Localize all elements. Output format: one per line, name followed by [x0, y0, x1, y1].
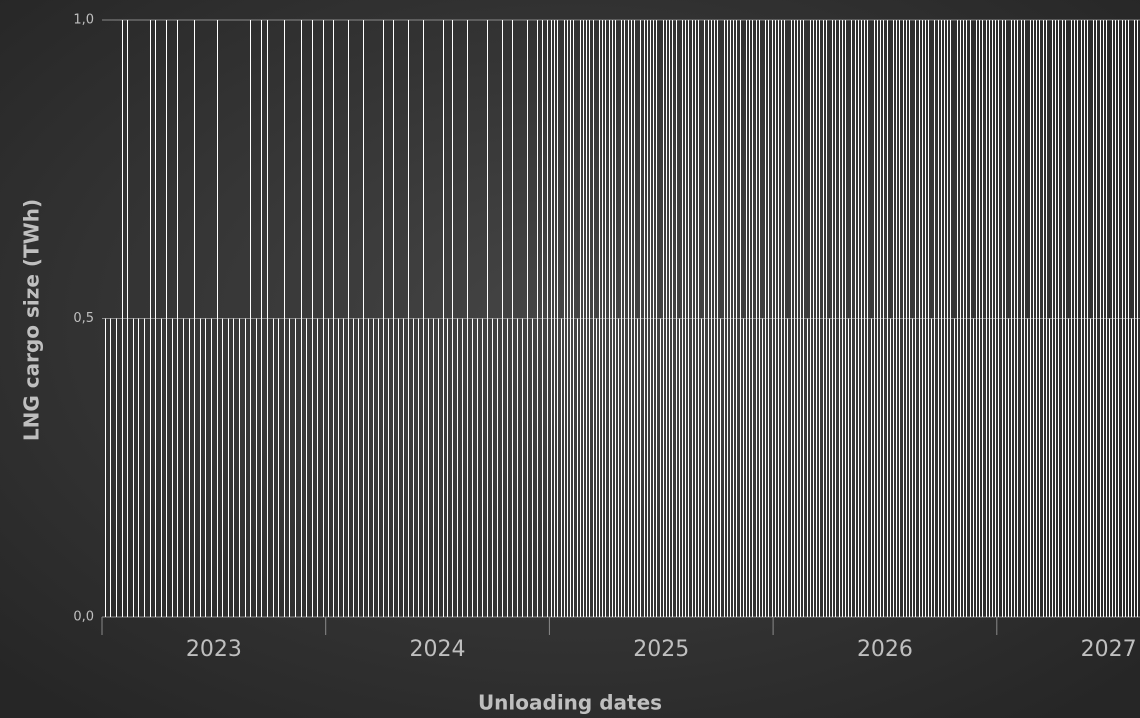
- x-tick-label: 2027: [1081, 637, 1137, 662]
- y-tick-label: 0,0: [73, 610, 94, 625]
- x-axis-title: Unloading dates: [478, 691, 662, 715]
- x-tick-label: 2024: [410, 637, 466, 662]
- y-axis-title: LNG cargo size (TWh): [20, 199, 44, 441]
- x-tick-label: 2026: [857, 637, 913, 662]
- y-tick-label: 0,5: [73, 311, 94, 326]
- x-tick-label: 2023: [186, 637, 242, 662]
- x-tick-label: 2025: [633, 637, 689, 662]
- y-tick-label: 1,0: [73, 13, 94, 28]
